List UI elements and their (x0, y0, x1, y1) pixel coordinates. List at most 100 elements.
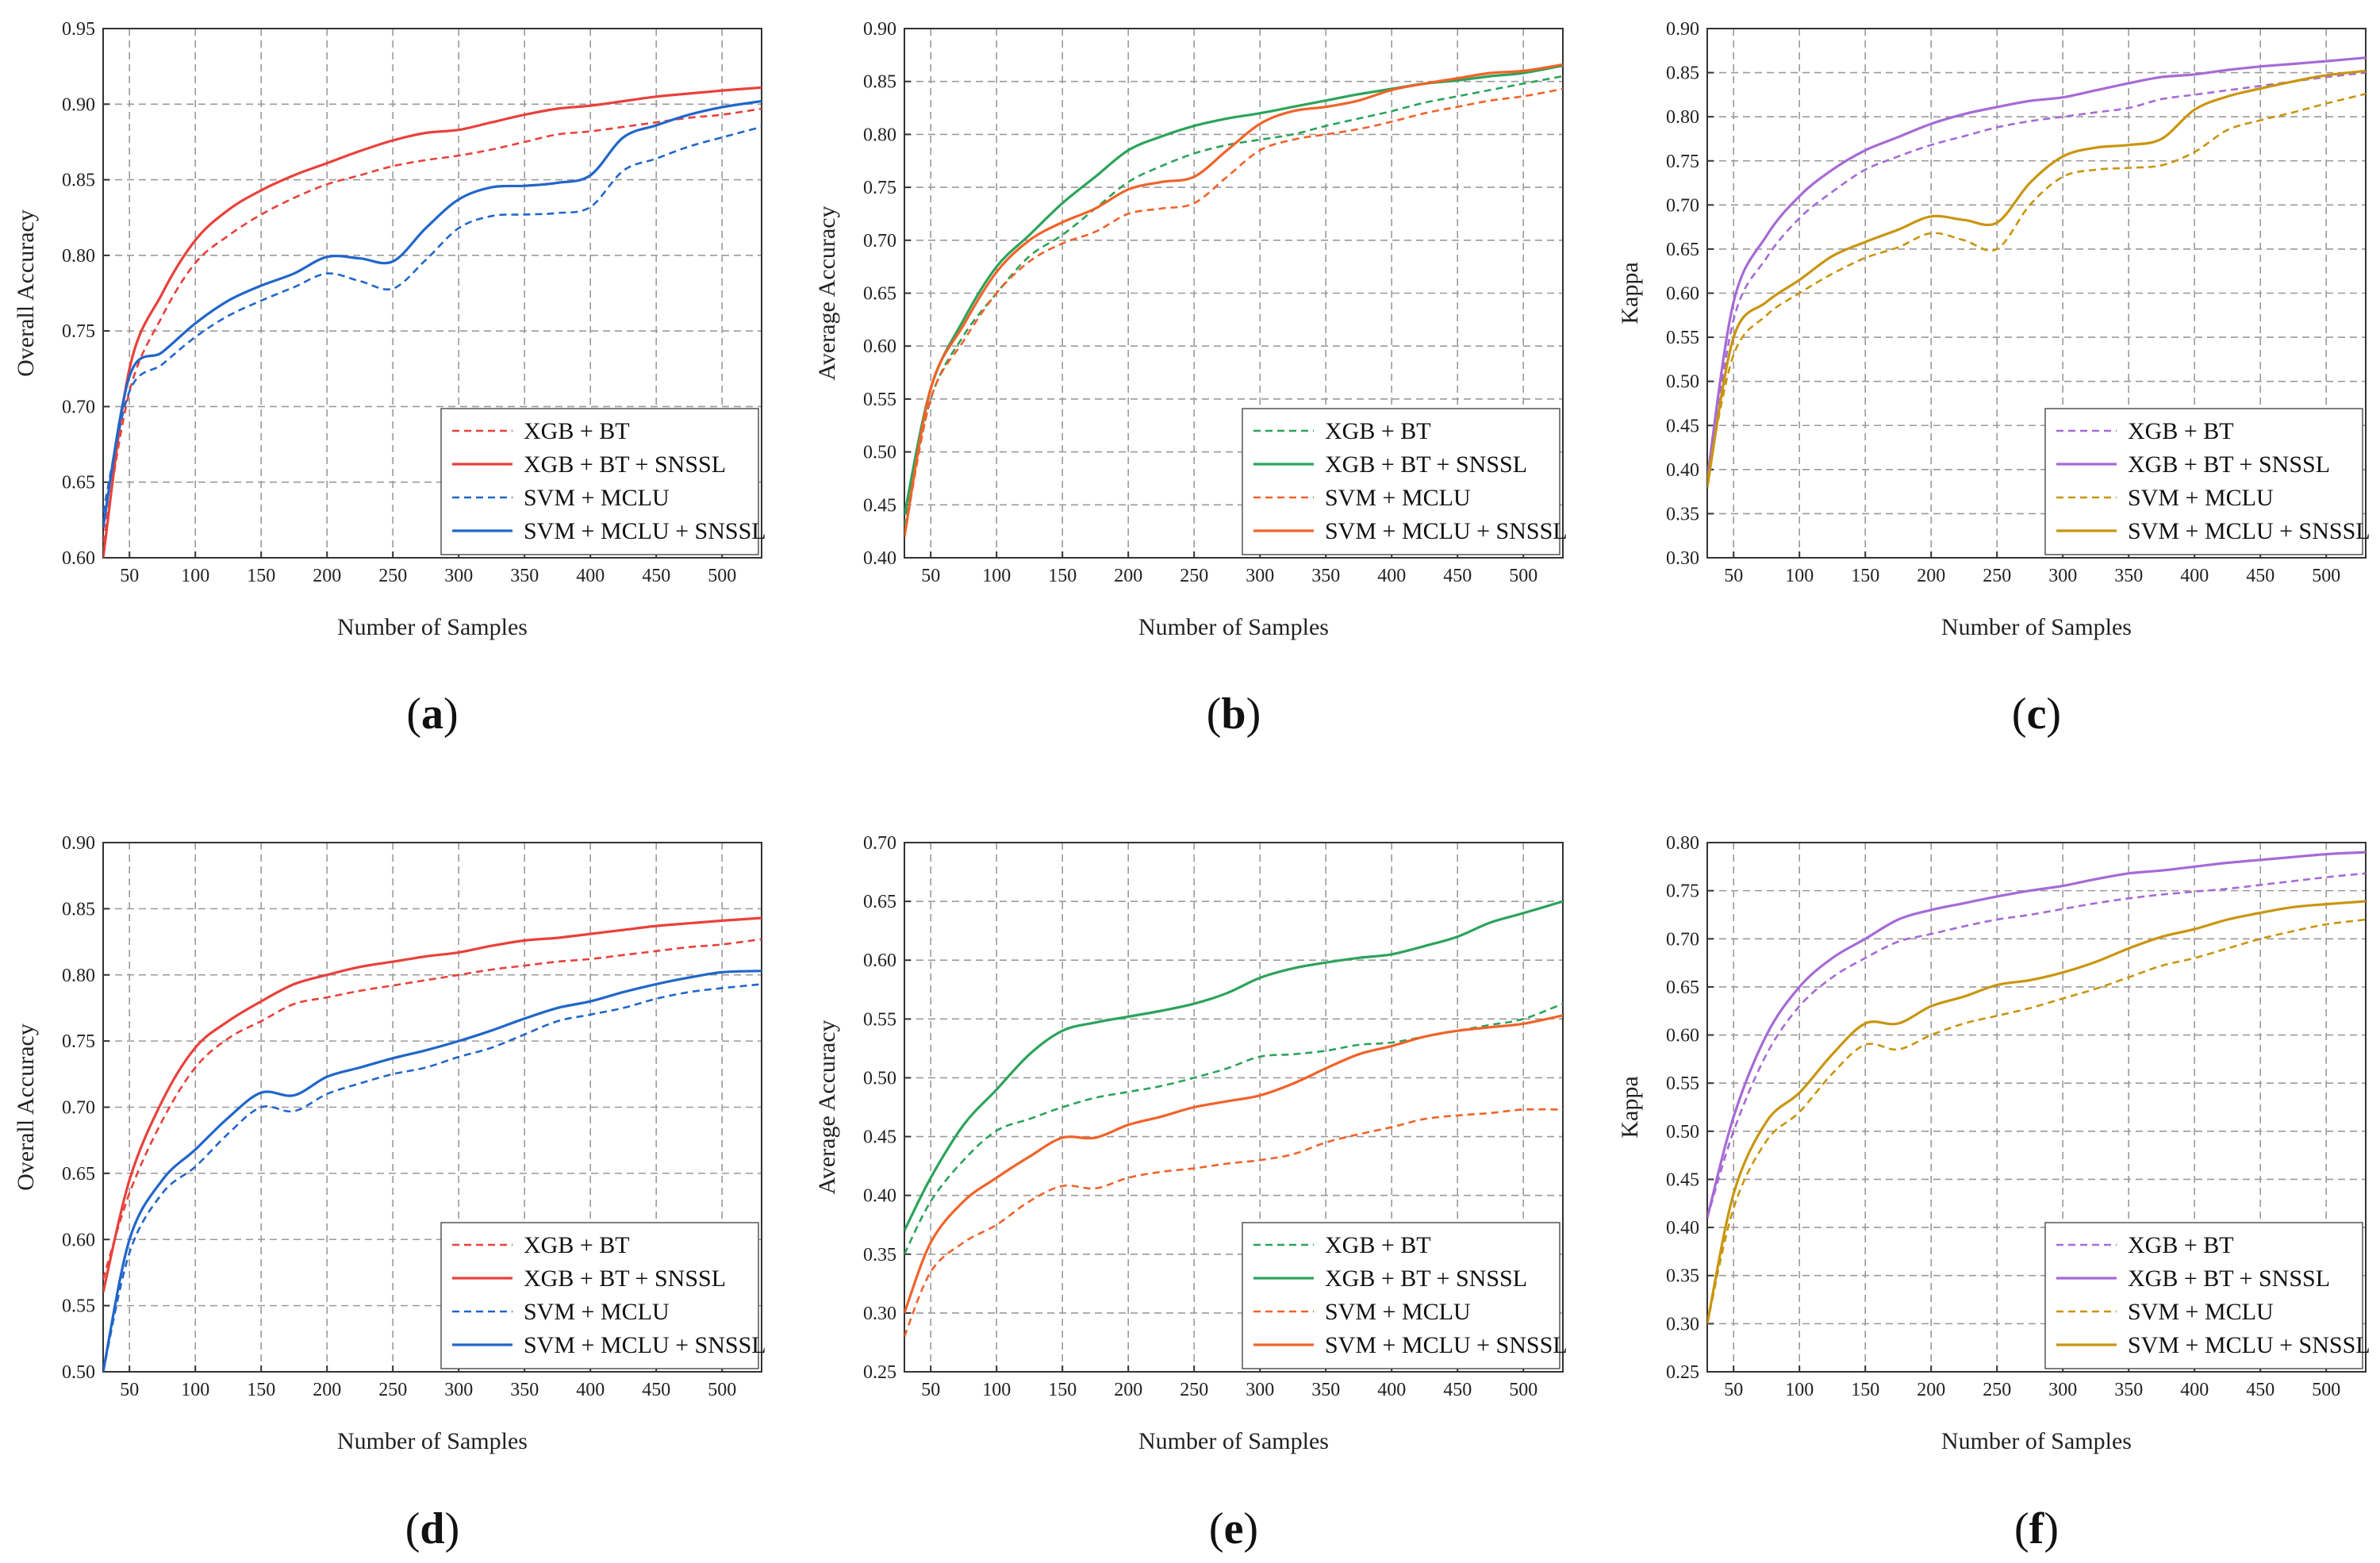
x-tick-label: 150 (1851, 1380, 1879, 1400)
y-tick-label: 0.45 (1666, 1169, 1699, 1190)
legend: XGB + BT XGB + BT + SNSSL SVM + MCLU SVM + … (1242, 408, 1568, 555)
panel-label: (b) (1207, 689, 1261, 739)
panel-label: (d) (405, 1504, 459, 1553)
axes-frame (1706, 842, 2367, 1373)
series-line-1 (1707, 71, 2366, 488)
legend-label: XGB + BT + SNSSL (1325, 451, 1527, 478)
y-axis-label: Overall Accuracy (13, 209, 39, 377)
panel-label: (a) (406, 689, 458, 739)
x-tick-label: 400 (576, 1380, 605, 1400)
y-tick-label: 0.80 (863, 125, 896, 145)
x-tick-label: 300 (2048, 566, 2077, 586)
y-tick-label: 0.50 (863, 1068, 896, 1089)
x-tick-label: 50 (921, 1380, 940, 1400)
y-tick-label: 0.75 (863, 178, 896, 198)
chart-panel-f: 50 100 150 200 250 300 350 400 450 500 0.25 0.30 0.3… (1617, 833, 2370, 1553)
series-line-4 (103, 99, 762, 528)
y-tick-label: 0.35 (863, 1245, 896, 1265)
y-tick-label: 0.85 (863, 72, 896, 93)
y-tick-label: 0.50 (62, 1362, 95, 1383)
axes-frame (904, 842, 1564, 1373)
legend-label: XGB + BT (1325, 1232, 1431, 1258)
x-tick-label: 200 (1114, 566, 1142, 586)
x-tick-label: 50 (1724, 1380, 1743, 1400)
y-axis-label: Kappa (1617, 262, 1643, 324)
x-tick-label: 50 (120, 1380, 139, 1400)
x-tick-label: 150 (1851, 566, 1879, 586)
y-tick-label: 0.65 (863, 892, 896, 912)
y-tick-label: 0.40 (1666, 1218, 1699, 1238)
series-line-2 (1707, 851, 2366, 1219)
legend-label: XGB + BT + SNSSL (2128, 1265, 2330, 1292)
y-tick-label: 0.40 (863, 548, 896, 569)
x-tick-label: 500 (2312, 566, 2340, 586)
x-tick-label: 500 (708, 1380, 736, 1400)
x-tick-label: 400 (2180, 566, 2209, 586)
x-tick-label: 400 (576, 566, 605, 586)
y-tick-label: 0.80 (1666, 107, 1699, 128)
legend: XGB + BT XGB + BT + SNSSL SVM + MCLU SVM + … (440, 408, 766, 555)
y-tick-label: 0.65 (1666, 240, 1699, 260)
y-tick-label: 0.90 (62, 94, 95, 115)
x-tick-label: 500 (1509, 1380, 1537, 1400)
y-tick-label: 0.55 (1666, 1073, 1699, 1094)
y-tick-label: 0.65 (1666, 977, 1699, 998)
y-tick-label: 0.70 (863, 231, 896, 252)
series-lines (904, 63, 1563, 537)
x-axis-label: Number of Samples (1941, 1428, 2132, 1454)
legend-label: SVM + MCLU (1325, 485, 1471, 511)
series-line-4 (1707, 900, 2366, 1324)
y-axis-label: Average Accuracy (814, 205, 840, 380)
y-tick-label: 0.45 (1666, 416, 1699, 436)
x-tick-label: 350 (510, 1380, 539, 1400)
x-tick-label: 500 (708, 566, 736, 586)
y-tick-label: 0.95 (62, 19, 95, 40)
legend-label: SVM + MCLU (1325, 1299, 1471, 1325)
y-tick-label: 0.60 (863, 336, 896, 357)
x-tick-label: 100 (181, 566, 209, 586)
series-line-2 (103, 916, 762, 1293)
x-axis-label: Number of Samples (1138, 614, 1329, 640)
x-tick-label: 350 (1311, 1380, 1340, 1400)
x-tick-label: 150 (247, 1380, 275, 1400)
x-tick-label: 400 (2180, 1380, 2209, 1400)
x-tick-label: 500 (1509, 566, 1537, 586)
x-tick-label: 300 (1246, 1380, 1274, 1400)
series-lines (1707, 851, 2366, 1324)
y-tick-label: 0.60 (1666, 1026, 1699, 1046)
x-axis-label: Number of Samples (337, 1428, 528, 1454)
y-tick-label: 0.35 (1666, 504, 1699, 524)
x-axis-label: Number of Samples (1138, 1428, 1329, 1454)
series-line-3 (103, 125, 762, 513)
chart-panel-a: 50 100 150 200 250 300 350 400 450 500 0.60 0.65 0.7… (13, 19, 766, 739)
y-tick-label: 0.60 (863, 950, 896, 971)
x-tick-label: 400 (1377, 1380, 1406, 1400)
x-tick-label: 100 (1785, 566, 1814, 586)
y-tick-label: 0.80 (62, 966, 95, 986)
x-tick-label: 300 (444, 1380, 473, 1400)
y-tick-label: 0.55 (863, 390, 896, 410)
legend-label: XGB + BT + SNSSL (2128, 451, 2330, 478)
chart-panel-e: 50 100 150 200 250 300 350 400 450 500 0.25 0.30 0.3… (814, 833, 1568, 1553)
x-tick-label: 150 (1048, 1380, 1077, 1400)
x-tick-label: 50 (921, 566, 940, 586)
x-tick-label: 50 (1724, 566, 1743, 586)
y-tick-label: 0.60 (1666, 284, 1699, 305)
x-tick-label: 250 (1180, 1380, 1208, 1400)
series-lines (1707, 56, 2366, 488)
x-tick-label: 500 (2312, 1380, 2340, 1400)
series-lines (103, 916, 762, 1372)
series-line-2 (103, 86, 762, 558)
series-line-2 (1707, 56, 2366, 479)
y-tick-label: 0.60 (62, 548, 95, 569)
series-line-3 (1707, 918, 2366, 1324)
x-axis-label: Number of Samples (337, 614, 528, 640)
y-tick-label: 0.85 (62, 171, 95, 191)
series-line-4 (103, 970, 762, 1372)
legend-label: XGB + BT (1325, 418, 1431, 444)
x-tick-label: 450 (2246, 1380, 2274, 1400)
series-line-3 (1707, 93, 2366, 479)
legend-label: SVM + MCLU (2128, 485, 2274, 511)
y-tick-label: 0.50 (1666, 1122, 1699, 1142)
legend-label: XGB + BT (524, 418, 630, 444)
